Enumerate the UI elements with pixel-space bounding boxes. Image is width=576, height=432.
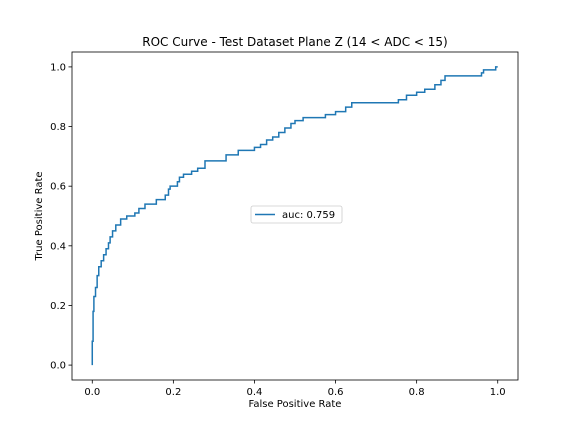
y-tick-label: 0.8 [50,122,66,133]
legend-box [250,205,343,224]
y-tick-label: 0.4 [50,241,66,252]
y-tick-label: 0.6 [50,182,66,193]
y-axis-ticks: 0.0 0.2 0.4 0.6 0.8 1.0 [50,62,72,372]
x-tick-label: 0.0 [84,387,100,398]
series-lines [91,66,498,366]
legend-entry-label: auc: 0.759 [282,210,335,221]
chart-title: ROC Curve - Test Dataset Plane Z (14 < A… [142,35,447,49]
y-tick-label: 0.0 [50,361,66,372]
y-axis-label: True Positive Rate [34,171,45,261]
x-tick-label: 0.6 [328,387,344,398]
x-axis-ticks: 0.0 0.2 0.4 0.6 0.8 1.0 [84,380,506,398]
plot-area: 0.0 0.2 0.4 0.6 0.8 1.0 0.0 0.2 0.4 0.6 0.8 1.0 [50,51,519,398]
y-tick-label: 1.0 [50,62,66,73]
legend: auc: 0.759 [250,205,343,224]
x-tick-label: 0.8 [409,387,425,398]
x-tick-label: 0.4 [247,387,263,398]
y-tick-label: 0.2 [50,301,66,312]
x-axis-label: False Positive Rate [249,399,342,410]
x-tick-label: 1.0 [490,387,506,398]
x-tick-label: 0.2 [165,387,181,398]
plot-frame [71,51,519,381]
roc-curve-line [91,66,498,366]
